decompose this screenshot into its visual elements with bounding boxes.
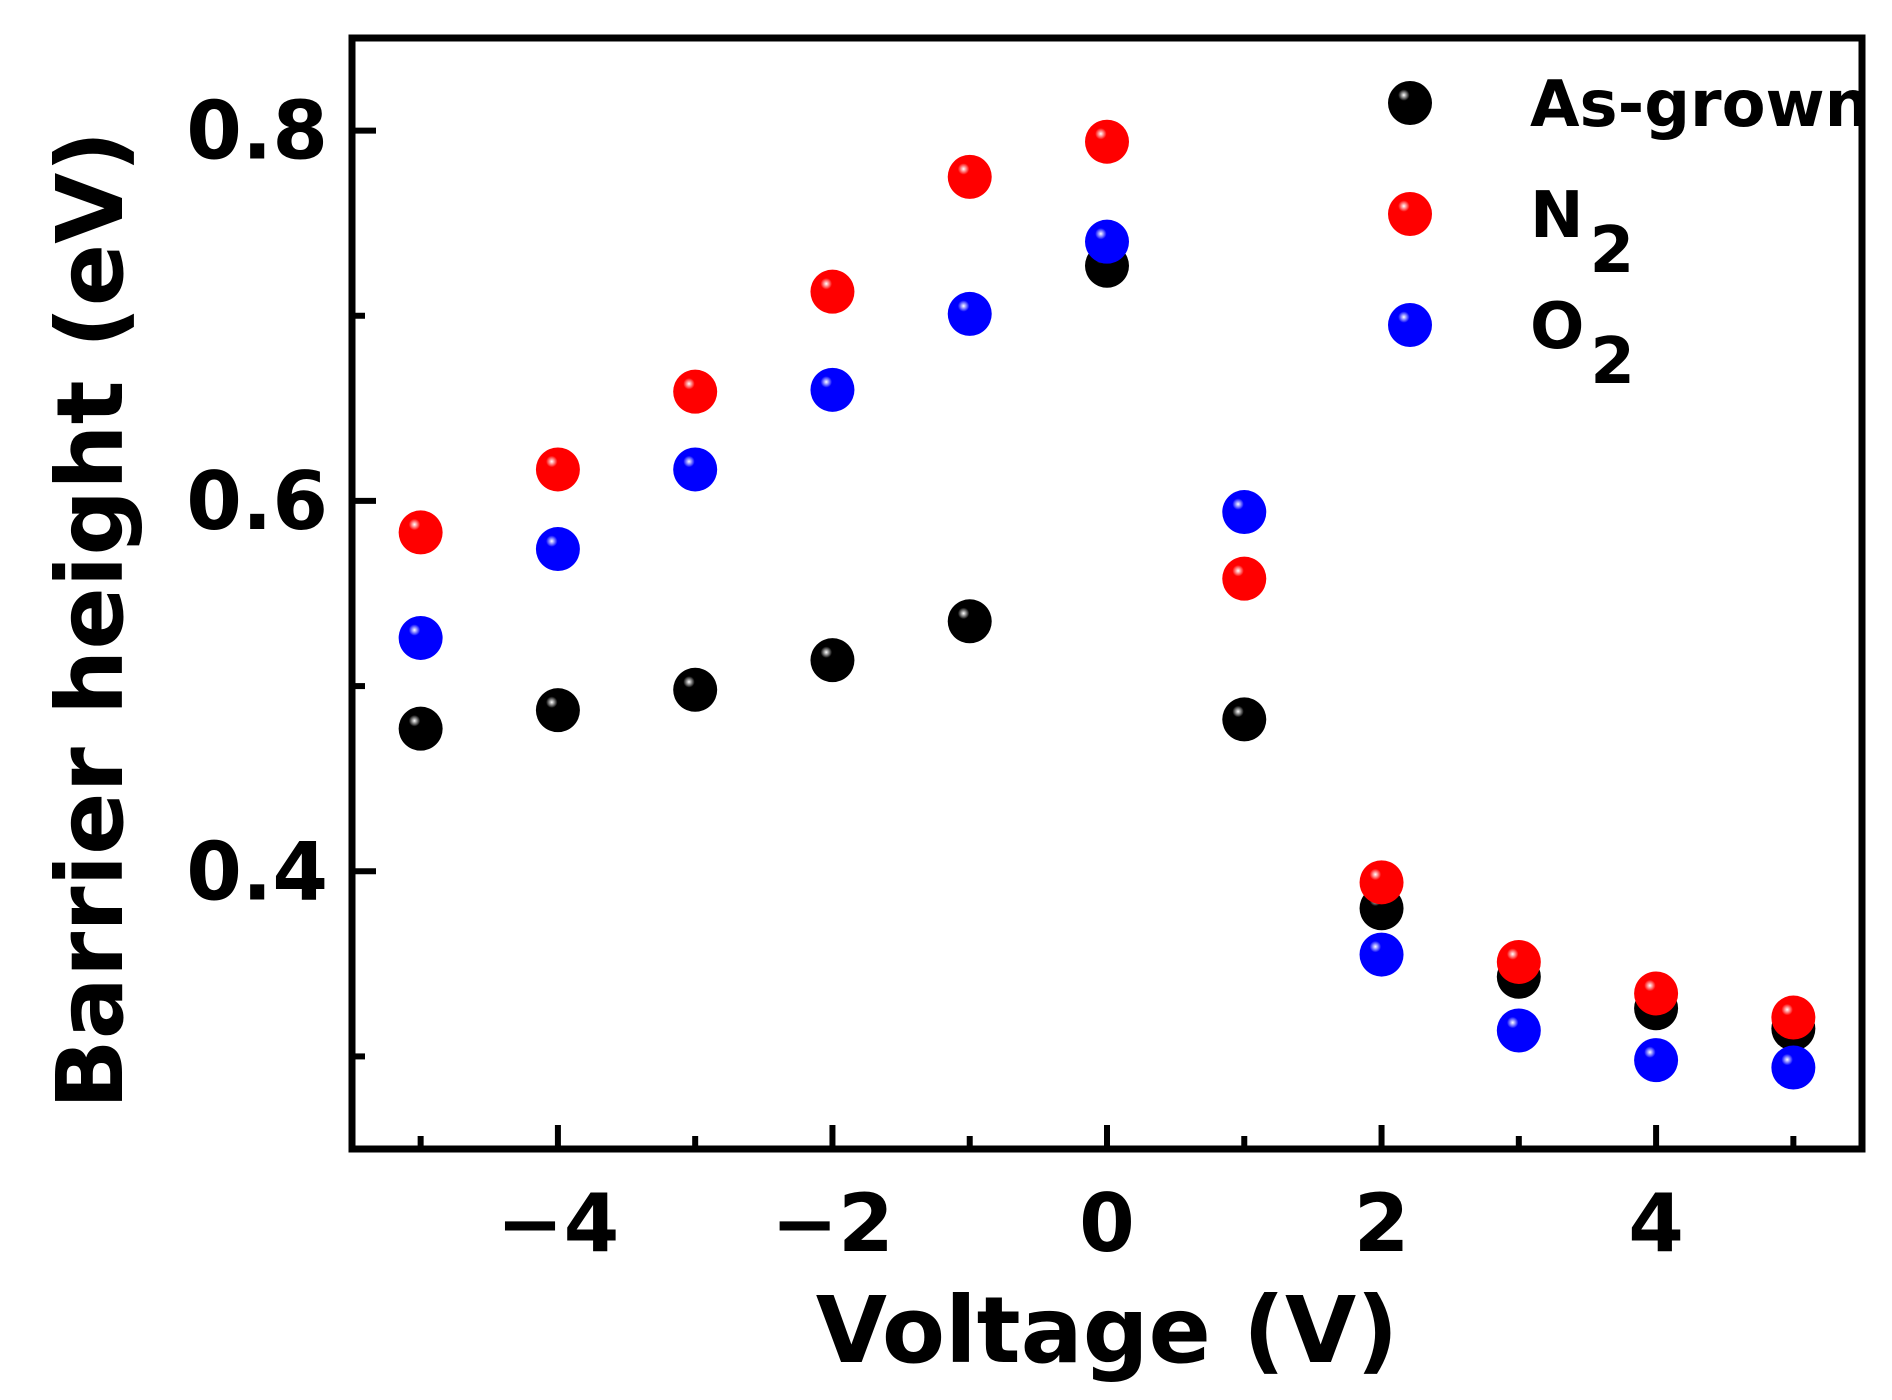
- point-n2: [810, 269, 855, 314]
- legend-label-as-grown: As-grown: [1530, 68, 1870, 142]
- point-n2: [1359, 860, 1404, 905]
- point-n2: [398, 510, 443, 555]
- y-axis-title: Barrier height (eV): [37, 131, 144, 1110]
- legend-subscript-o2: 2: [1590, 325, 1635, 399]
- y-tick-label: 0.8: [186, 85, 328, 178]
- legend: As-grown N 2O 2: [1388, 68, 1870, 399]
- point-n2: [673, 369, 718, 414]
- point-n2: [1222, 556, 1267, 601]
- point-o2: [1085, 219, 1129, 264]
- point-as-grown: [398, 706, 443, 751]
- point-n2: [947, 154, 992, 199]
- point-o2: [673, 447, 718, 492]
- point-as-grown: [810, 638, 855, 683]
- point-o2: [1222, 490, 1267, 535]
- y-axis-ticks: 0.4 0.6 0.8: [186, 85, 376, 1060]
- point-as-grown: [535, 688, 580, 733]
- point-o2: [1496, 1008, 1541, 1053]
- point-n2: [1771, 995, 1816, 1040]
- point-n2: [1085, 119, 1129, 164]
- point-n2: [1496, 939, 1541, 984]
- plot-frame: [348, 34, 1866, 1153]
- point-o2: [1634, 1038, 1679, 1083]
- legend-marker-as-grown: [1388, 81, 1432, 125]
- point-as-grown: [947, 599, 992, 644]
- x-tick-label: 0: [1079, 1177, 1135, 1270]
- point-o2: [1771, 1045, 1816, 1090]
- point-n2: [535, 447, 580, 492]
- y-tick-label: 0.4: [186, 825, 328, 918]
- y-tick-label: 0.6: [186, 455, 328, 548]
- point-o2: [1359, 932, 1404, 977]
- point-as-grown: [1222, 697, 1267, 742]
- x-tick-label: −4: [497, 1177, 620, 1270]
- x-tick-label: 4: [1628, 1177, 1684, 1270]
- point-as-grown: [673, 667, 718, 712]
- legend-label-n2: N: [1530, 179, 1584, 253]
- point-o2: [535, 527, 580, 572]
- x-axis-ticks: −4 −2 0 2 4: [417, 1125, 1797, 1270]
- legend-subscript-n2: 2: [1590, 214, 1635, 288]
- x-tick-label: 2: [1354, 1177, 1410, 1270]
- point-o2: [947, 291, 992, 336]
- point-o2: [810, 367, 855, 412]
- legend-marker-o2: [1388, 303, 1432, 347]
- data-points: [398, 119, 1816, 1090]
- x-axis-title: Voltage (V): [816, 1277, 1399, 1384]
- x-tick-label: −2: [771, 1177, 894, 1270]
- legend-marker-n2: [1388, 192, 1432, 236]
- point-o2: [398, 615, 443, 660]
- legend-label-o2: O: [1530, 290, 1584, 364]
- point-n2: [1634, 971, 1679, 1016]
